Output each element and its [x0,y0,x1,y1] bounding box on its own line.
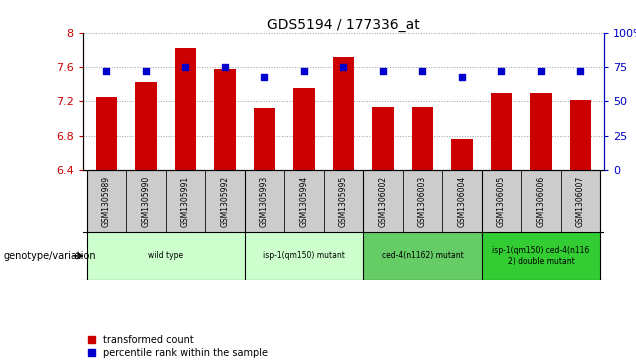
Bar [481,170,522,232]
Text: GSM1306004: GSM1306004 [457,175,466,227]
Text: GSM1306002: GSM1306002 [378,176,387,227]
Bar [284,170,324,232]
Bar [403,170,442,232]
Bar [324,170,363,232]
Bar [451,139,473,170]
Text: GSM1306003: GSM1306003 [418,175,427,227]
Bar [86,232,245,280]
Point [576,68,586,74]
Bar [442,170,481,232]
Text: isp-1(qm150) ced-4(n116
2) double mutant: isp-1(qm150) ced-4(n116 2) double mutant [492,246,590,266]
Text: GSM1306005: GSM1306005 [497,175,506,227]
Point [220,64,230,70]
Bar [522,170,561,232]
Point [259,74,270,79]
Bar [561,170,600,232]
Bar [205,170,245,232]
Text: GSM1305993: GSM1305993 [260,175,269,227]
Bar [372,107,394,170]
Bar [333,57,354,170]
Bar [481,232,600,280]
Bar [363,232,481,280]
Point [101,68,111,74]
Text: ced-4(n1162) mutant: ced-4(n1162) mutant [382,252,464,260]
Bar [86,170,126,232]
Legend: transformed count, percentile rank within the sample: transformed count, percentile rank withi… [88,335,268,358]
Bar [174,48,197,170]
Text: GSM1305990: GSM1305990 [141,175,150,227]
Bar [530,93,552,170]
Text: GSM1305994: GSM1305994 [300,175,308,227]
Point [141,68,151,74]
Point [457,74,467,79]
Point [496,68,506,74]
Text: GSM1306007: GSM1306007 [576,175,585,227]
Bar [135,82,156,170]
Title: GDS5194 / 177336_at: GDS5194 / 177336_at [267,18,420,32]
Text: GSM1305995: GSM1305995 [339,175,348,227]
Bar [363,170,403,232]
Text: genotype/variation: genotype/variation [3,251,96,261]
Text: GSM1306006: GSM1306006 [537,175,546,227]
Text: GSM1305989: GSM1305989 [102,176,111,227]
Bar [570,99,591,170]
Point [338,64,349,70]
Bar [214,69,236,170]
Text: wild type: wild type [148,252,183,260]
Point [378,68,388,74]
Text: isp-1(qm150) mutant: isp-1(qm150) mutant [263,252,345,260]
Bar [245,170,284,232]
Bar [165,170,205,232]
Bar [254,108,275,170]
Point [299,68,309,74]
Text: GSM1305991: GSM1305991 [181,176,190,227]
Bar [293,89,315,170]
Point [181,64,191,70]
Bar [490,93,513,170]
Bar [411,107,433,170]
Text: GSM1305992: GSM1305992 [221,176,230,227]
Bar [126,170,165,232]
Point [417,68,427,74]
Bar [245,232,363,280]
Point [536,68,546,74]
Bar [95,97,117,170]
